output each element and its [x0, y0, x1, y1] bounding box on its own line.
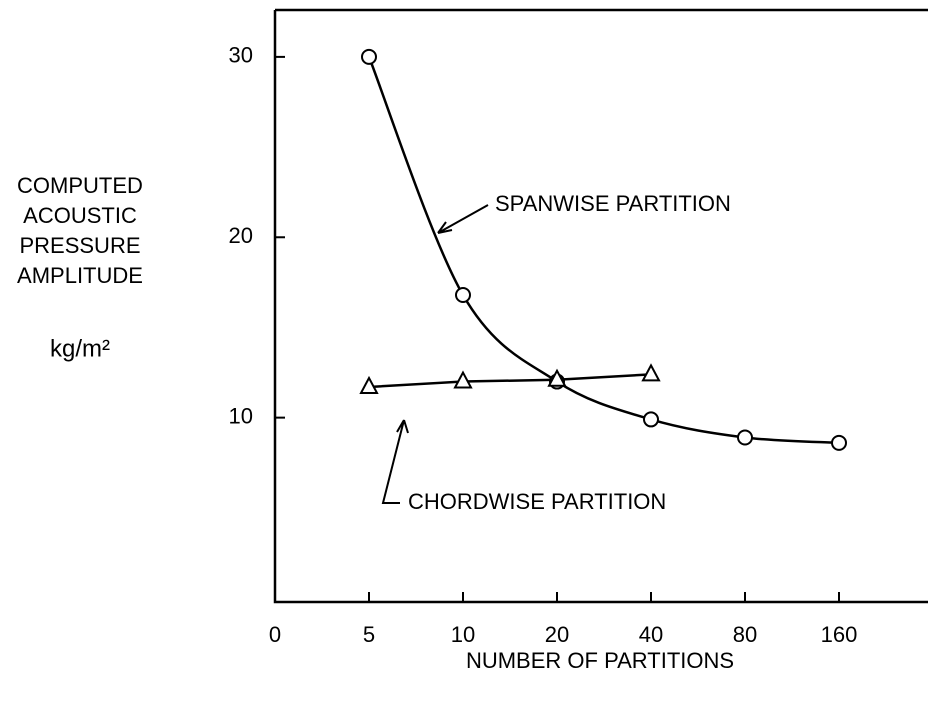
marker [643, 411, 659, 428]
y-tick-label: 10 [229, 403, 253, 428]
marker [359, 375, 379, 394]
annotation-arrow [381, 419, 409, 504]
y-unit: kg/m² [50, 335, 110, 362]
x-tick-label: 40 [639, 622, 663, 647]
x-label: NUMBER OF PARTITIONS [466, 648, 734, 673]
marker [547, 368, 567, 387]
annotation-arrow [437, 204, 489, 234]
series-annotation: SPANWISE PARTITION [495, 191, 731, 216]
x-tick-label: 0 [269, 622, 281, 647]
x-tick-label: 80 [733, 622, 757, 647]
x-tick-label: 10 [451, 622, 475, 647]
y-label-line: ACOUSTIC [23, 203, 137, 228]
marker [453, 370, 473, 389]
x-tick-label: 160 [821, 622, 858, 647]
marker [361, 48, 377, 65]
y-label-line: PRESSURE [19, 233, 140, 258]
series-line [368, 373, 652, 389]
axis-frame [273, 8, 928, 604]
marker [737, 429, 753, 446]
marker [455, 286, 471, 303]
marker [831, 434, 847, 451]
y-label-line: COMPUTED [17, 173, 143, 198]
series-line [367, 56, 840, 445]
y-tick-label: 30 [229, 43, 253, 68]
y-label-line: AMPLITUDE [17, 263, 143, 288]
marker [641, 363, 661, 382]
series-annotation: CHORDWISE PARTITION [408, 489, 666, 514]
x-tick-label: 5 [363, 622, 375, 647]
y-tick-label: 20 [229, 223, 253, 248]
x-tick-label: 20 [545, 622, 569, 647]
